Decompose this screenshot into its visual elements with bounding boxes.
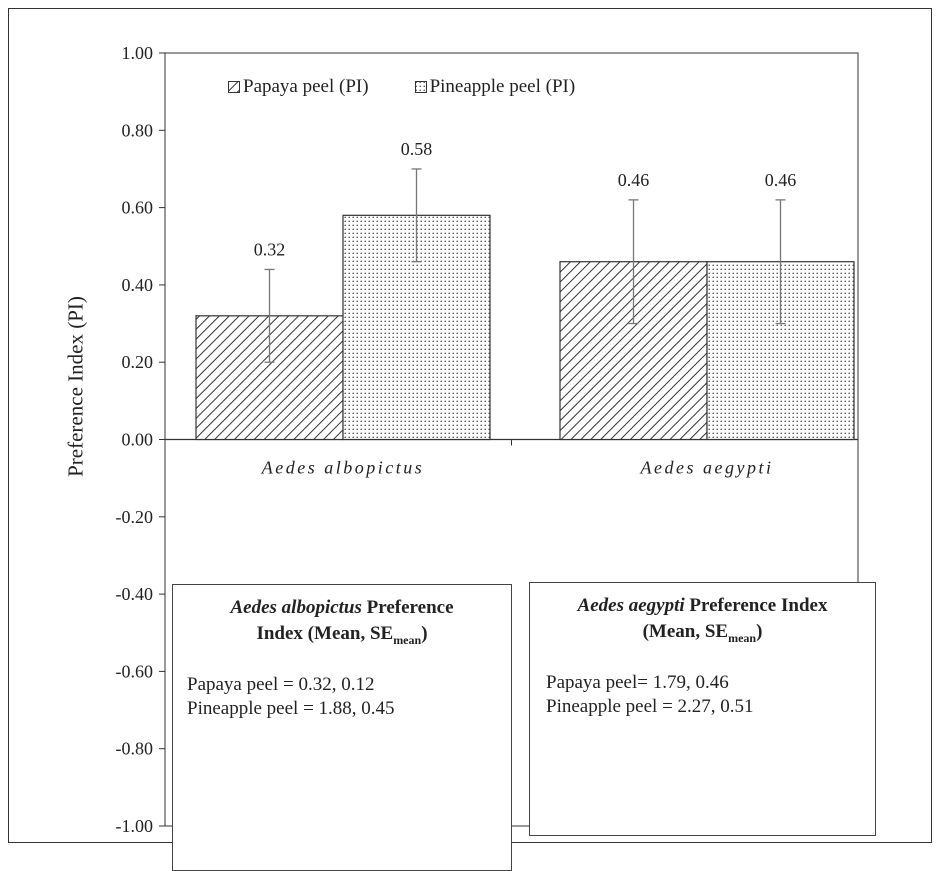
aegypti-summary-box: Aedes aegypti Preference Index (Mean, SE… (529, 582, 876, 836)
legend: Papaya peel (PI) Pineapple peel (PI) (228, 76, 575, 98)
legend-label-papaya: Papaya peel (PI) (243, 76, 369, 97)
aegypti-box-title-close: ) (756, 621, 763, 642)
y-tick-label: 0.60 (122, 198, 154, 218)
legend-label-pineapple: Pineapple peel (PI) (429, 76, 576, 97)
albopictus-pineapple-line: Pineapple peel = 1.88, 0.45 (187, 697, 395, 719)
y-tick-label: 0.80 (122, 120, 154, 140)
y-tick-label: 0.20 (122, 352, 154, 372)
category-label: Aedes albopictus (261, 458, 424, 478)
aegypti-box-title-rest: Preference Index (684, 595, 828, 616)
albopictus-box-title-rest: Preference (361, 597, 454, 618)
aegypti-box-title-species: Aedes aegypti (577, 595, 685, 616)
data-label: 0.46 (765, 170, 797, 190)
aegypti-papaya-line: Papaya peel= 1.79, 0.46 (546, 671, 729, 693)
data-label: 0.58 (401, 139, 433, 159)
data-label: 0.46 (618, 170, 650, 190)
y-axis-title: Preference Index (PI) (63, 296, 88, 477)
dots-swatch-icon (414, 81, 427, 93)
aegypti-box-title-line2: (Mean, SE (642, 621, 729, 642)
albopictus-box-title-close: ) (421, 623, 428, 644)
hatch-swatch-icon (228, 81, 240, 93)
legend-entry-papaya: Papaya peel (PI) (228, 76, 369, 98)
data-label: 0.32 (254, 239, 286, 259)
category-label: Aedes aegypti (640, 458, 774, 478)
aegypti-box-title: Aedes aegypti Preference Index (Mean, SE… (530, 593, 875, 651)
aegypti-pineapple-line: Pineapple peel = 2.27, 0.51 (546, 695, 754, 717)
albopictus-box-title: Aedes albopictus Preference Index (Mean,… (173, 595, 511, 653)
y-tick-label: -0.20 (116, 507, 154, 527)
albopictus-papaya-line: Papaya peel = 0.32, 0.12 (187, 673, 375, 695)
y-tick-label: 0.00 (122, 430, 154, 450)
albopictus-box-title-sub: mean (393, 632, 422, 647)
bar-chart: 1.00 0.80 0.60 0.40 0.20 0.00 -0.20 -0.40 -0.60 -… (116, 43, 859, 836)
albopictus-summary-box: Aedes albopictus Preference Index (Mean,… (172, 584, 512, 871)
aegypti-box-title-sub: mean (728, 630, 757, 645)
y-tick-label: -0.60 (116, 661, 154, 681)
y-tick-label: -0.40 (116, 584, 154, 604)
y-tick-label: -0.80 (116, 739, 154, 759)
y-tick-label: 0.40 (122, 275, 154, 295)
legend-entry-pineapple: Pineapple peel (PI) (414, 76, 576, 98)
y-tick-label: -1.00 (116, 816, 154, 836)
albopictus-box-title-line2: Index (Mean, SE (256, 623, 394, 644)
albopictus-box-title-species: Aedes albopictus (230, 597, 362, 618)
y-tick-label: 1.00 (122, 43, 154, 63)
